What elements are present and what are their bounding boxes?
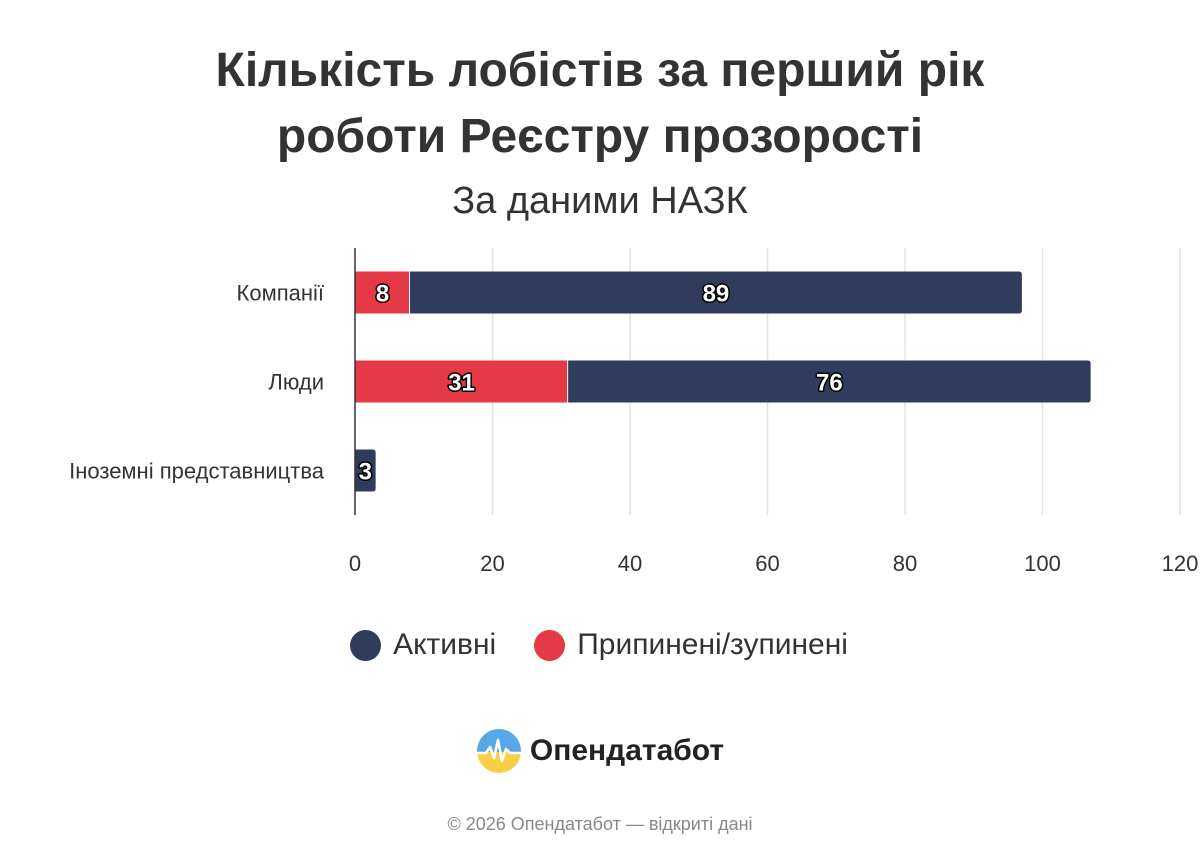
legend-label-active: Активні: [393, 628, 497, 661]
copyright: © 2026 Опендатабот — відкриті дані: [447, 814, 753, 834]
bar-segment[interactable]: [410, 271, 1022, 314]
category-label: Компанії: [237, 281, 324, 306]
legend-swatch-active: [350, 629, 382, 661]
x-tick-label: 100: [1024, 551, 1061, 576]
chart-title-line-2: роботи Реєстру прозорості: [276, 110, 924, 163]
chart-title-line-1: Кількість лобістів за перший рік: [215, 44, 985, 97]
legend-swatch-stopped: [534, 629, 566, 661]
chart-title: Кількість лобістів за перший рік роботи …: [0, 38, 1200, 170]
category-label: Іноземні представництва: [69, 459, 325, 484]
data-label: 89: [703, 281, 730, 308]
bar-segment[interactable]: [355, 360, 569, 403]
axes: 0 20 40 60 80 100 120 Компанії Люди Іноземні пред…: [69, 248, 1198, 576]
bar-chart: 0 20 40 60 80 100 120 Компанії Люди Іноземні пред…: [69, 248, 1198, 576]
data-labels: 8 89 31 76 3: [357, 279, 844, 487]
brand: Опендатабот: [0, 728, 1200, 774]
legend-label-stopped: Припинені/зупинені: [577, 628, 848, 661]
data-label: 8: [376, 281, 389, 308]
data-label: 3: [359, 459, 372, 486]
legend: Активні Припинені/зупинені: [0, 628, 1200, 662]
legend-item-stopped[interactable]: Припинені/зупинені: [534, 628, 848, 662]
brand-name: Опендатабот: [529, 734, 725, 767]
x-tick-label: 80: [893, 551, 917, 576]
x-tick-label: 40: [618, 551, 642, 576]
legend-item-active[interactable]: Активні: [350, 628, 496, 662]
x-tick-label: 120: [1162, 551, 1199, 576]
data-label: 76: [816, 370, 843, 397]
bar-segment[interactable]: [355, 449, 376, 492]
bar-segment[interactable]: [568, 360, 1091, 403]
category-label: Люди: [268, 370, 324, 395]
x-tick-label: 60: [755, 551, 779, 576]
chart-subtitle: За даними НАЗК: [452, 180, 748, 222]
opendatabot-logo-icon: [476, 729, 521, 773]
bars: [355, 271, 1091, 492]
x-tick-label: 0: [349, 551, 361, 576]
data-label: 31: [448, 370, 475, 397]
bar-segment[interactable]: [355, 271, 410, 314]
x-tick-label: 20: [480, 551, 504, 576]
